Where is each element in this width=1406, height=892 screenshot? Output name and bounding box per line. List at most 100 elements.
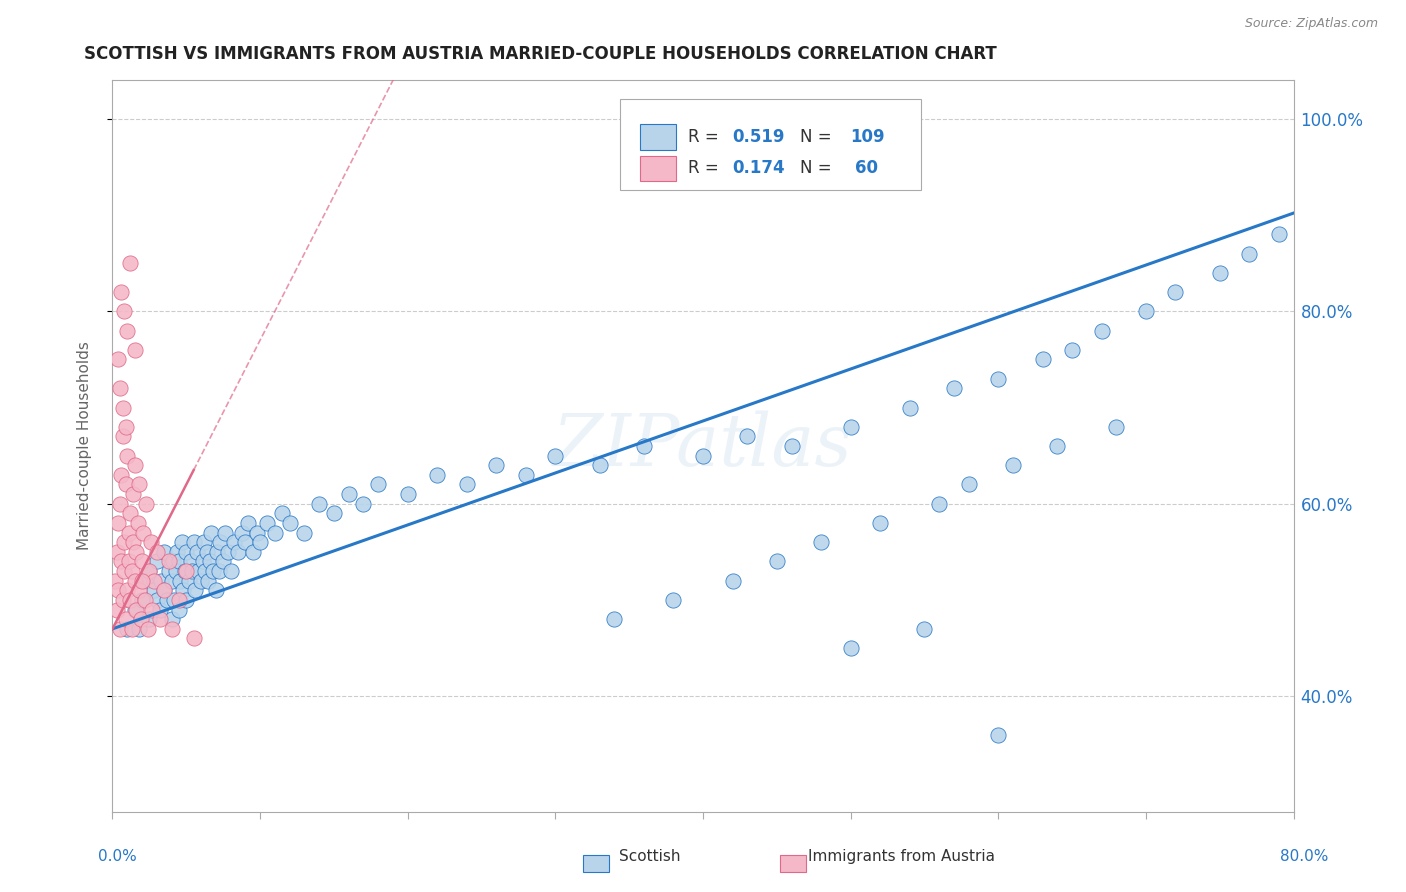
Point (180, 554, 202, 568)
Point (184, 583, 207, 598)
Point (1001, 458, 1024, 473)
Point (200, 525, 222, 540)
Point (107, 583, 129, 598)
Point (810, 535, 832, 549)
Point (197, 574, 219, 588)
Point (603, 612, 626, 626)
Point (187, 564, 209, 578)
Point (987, 728, 1010, 742)
Point (111, 429, 134, 443)
Point (662, 593, 685, 607)
Point (107, 516, 129, 530)
Point (165, 564, 187, 578)
Point (169, 574, 191, 588)
Point (183, 632, 205, 646)
Point (426, 467, 449, 482)
Point (141, 602, 163, 616)
Text: 60: 60 (855, 159, 879, 177)
Point (928, 497, 950, 511)
Point (396, 487, 419, 501)
Point (108, 622, 131, 636)
Point (214, 525, 236, 540)
Point (179, 574, 201, 588)
Point (128, 583, 150, 598)
Point (515, 467, 537, 482)
Point (181, 564, 204, 578)
Point (271, 507, 294, 521)
Point (839, 641, 862, 656)
Point (142, 574, 165, 588)
Text: 109: 109 (851, 128, 886, 145)
Point (1135, 304, 1157, 318)
Point (104, 574, 127, 588)
Point (117, 324, 138, 338)
Point (114, 419, 136, 434)
Point (233, 535, 256, 549)
Point (588, 458, 610, 473)
Point (633, 439, 655, 453)
Point (264, 525, 287, 540)
Point (120, 256, 142, 270)
Text: ZIPatlas: ZIPatlas (553, 410, 853, 482)
Point (149, 612, 172, 626)
Point (105, 602, 128, 616)
Point (194, 564, 217, 578)
Text: 80.0%: 80.0% (1281, 849, 1329, 863)
Point (231, 525, 253, 540)
Point (207, 545, 229, 559)
Point (118, 525, 141, 540)
Point (1062, 343, 1084, 357)
Point (125, 545, 148, 559)
Point (942, 381, 965, 395)
Point (157, 564, 180, 578)
Point (110, 554, 132, 568)
Point (367, 477, 389, 491)
Point (153, 545, 176, 559)
Point (105, 545, 128, 559)
Point (142, 583, 165, 598)
Text: SCOTTISH VS IMMIGRANTS FROM AUSTRIA MARRIED-COUPLE HOUSEHOLDS CORRELATION CHART: SCOTTISH VS IMMIGRANTS FROM AUSTRIA MARR… (84, 45, 997, 62)
Point (146, 554, 169, 568)
Point (134, 574, 156, 588)
Point (110, 467, 132, 482)
Text: 0.174: 0.174 (733, 159, 785, 177)
Point (124, 602, 146, 616)
Point (167, 554, 190, 568)
Point (292, 525, 315, 540)
Point (186, 545, 208, 559)
Point (692, 449, 714, 463)
Point (780, 439, 803, 453)
Text: Source: ZipAtlas.com: Source: ZipAtlas.com (1244, 17, 1378, 29)
Point (766, 554, 789, 568)
Point (1091, 324, 1114, 338)
Point (544, 449, 567, 463)
Point (128, 622, 150, 636)
Point (107, 352, 129, 367)
Point (153, 583, 176, 598)
Point (987, 371, 1010, 385)
Point (163, 593, 186, 607)
Point (110, 285, 132, 299)
Point (914, 622, 936, 636)
Point (108, 497, 131, 511)
Point (131, 593, 153, 607)
Point (132, 525, 155, 540)
Point (162, 554, 184, 568)
Point (167, 593, 190, 607)
Point (174, 564, 197, 578)
Point (222, 535, 245, 549)
Point (124, 343, 146, 357)
Point (869, 516, 891, 530)
Point (174, 545, 197, 559)
Text: Immigrants from Austria: Immigrants from Austria (808, 849, 995, 863)
Text: 0.519: 0.519 (733, 128, 785, 145)
Point (485, 458, 508, 473)
Point (122, 487, 145, 501)
Point (124, 574, 146, 588)
Point (120, 507, 142, 521)
Point (160, 622, 183, 636)
Point (112, 535, 135, 549)
Point (737, 429, 759, 443)
Point (1164, 285, 1187, 299)
Point (128, 477, 150, 491)
